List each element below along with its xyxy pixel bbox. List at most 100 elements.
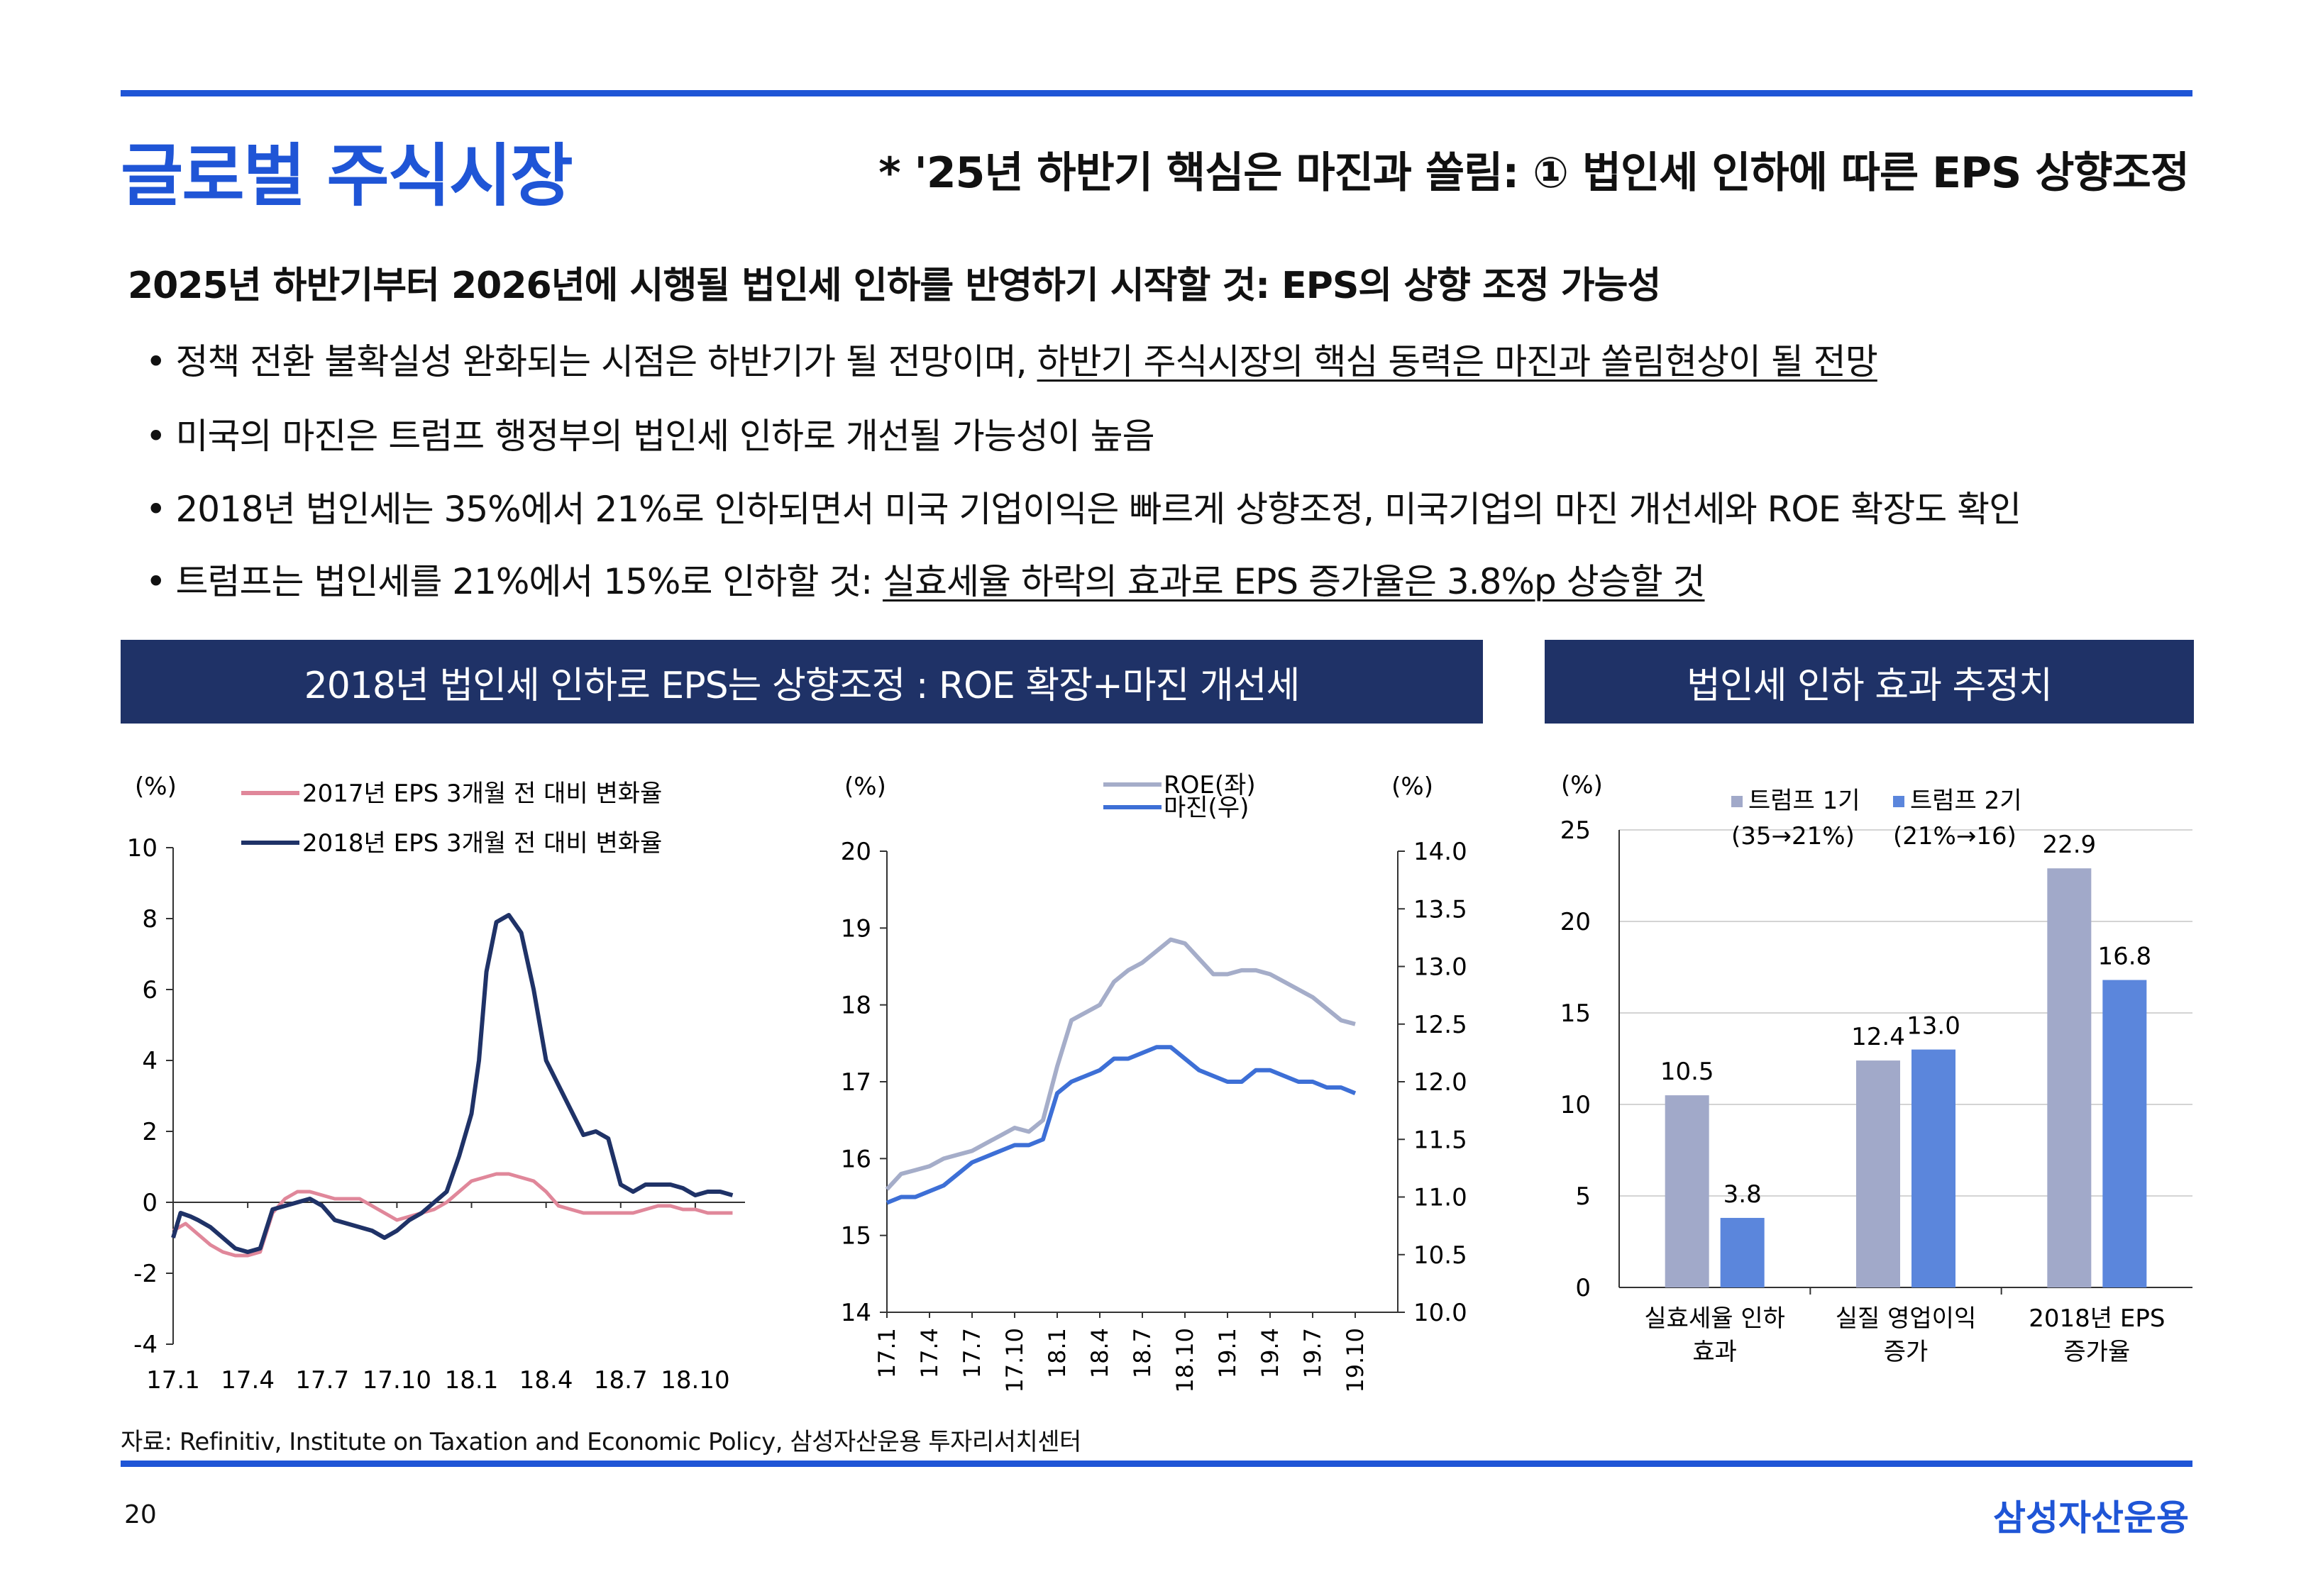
bar-value-label: 10.5 [1660, 1058, 1714, 1086]
y-tick-label-left: 20 [841, 838, 871, 866]
bullet-3: • 2018년 법인세는 35%에서 21%로 인하되면서 미국 기업이익은 빠르… [145, 489, 2022, 530]
y-tick-label-right: 11.5 [1413, 1126, 1467, 1154]
right-chart-banner: 법인세 인하 효과 추정치 [1545, 640, 2194, 724]
x-tick-label: 17.10 [363, 1366, 431, 1395]
bullet-1-text: 정책 전환 불확실성 완화되는 시점은 하반기가 될 전망이며, [175, 341, 1037, 382]
y-tick-label: 0 [1575, 1274, 1591, 1302]
x-tick-label: 18.7 [594, 1366, 648, 1395]
bar-value-label: 12.4 [1851, 1023, 1905, 1051]
page-subtitle: * '25년 하반기 핵심은 마진과 쏠림: ① 법인세 인하에 따른 EPS … [878, 148, 2190, 198]
series-line-2 [886, 1045, 1357, 1205]
series-line-1 [885, 937, 1356, 1191]
bar-value-label: 22.9 [2042, 831, 2096, 859]
y-tick-label: 8 [142, 905, 158, 933]
bullet-4: • 트럼프는 법인세를 21%에서 15%로 인하할 것: 실효세율 하락의 효과… [145, 561, 1706, 602]
bar-value-label: 13.0 [1907, 1012, 1960, 1041]
y-axis-unit-right: (%) [1391, 772, 1433, 801]
x-tick-label: 18.10 [1171, 1328, 1198, 1393]
y-tick-label-right: 12.5 [1413, 1011, 1467, 1039]
y-tick-label-left: 19 [841, 914, 871, 943]
x-tick-label: 17.1 [873, 1328, 900, 1378]
y-tick-label-right: 12.0 [1413, 1068, 1467, 1097]
legend-sub-2: (21%→16) [1893, 822, 2017, 850]
legend-label-2: 2018년 EPS 3개월 전 대비 변화율 [302, 829, 662, 858]
x-tick-label: 17.4 [916, 1328, 943, 1378]
y-tick-label: 10 [127, 834, 158, 863]
legend-sub-1: (35→21%) [1731, 822, 1855, 850]
bullet-1-underlined: 하반기 주식시장의 핵심 동력은 마진과 쏠림현상이 될 전망 [1037, 341, 1878, 382]
x-tick-label: 17.4 [221, 1366, 275, 1395]
y-axis-unit: (%) [135, 772, 177, 801]
category-label-line1: 실질 영업이익 [1836, 1304, 1977, 1333]
y-tick-label-left: 16 [841, 1145, 871, 1173]
bullet-2-text: 미국의 마진은 트럼프 행정부의 법인세 인하로 개선될 가능성이 높음 [175, 416, 1155, 457]
left-chart-banner: 2018년 법인세 인하로 EPS는 상향조정 : ROE 확장+마진 개선세 [121, 640, 1483, 724]
y-tick-label: 6 [142, 976, 158, 1004]
y-tick-label: 2 [142, 1118, 158, 1146]
category-label-line1: 실효세율 인하 [1644, 1304, 1785, 1333]
x-tick-label: 19.4 [1257, 1328, 1284, 1378]
y-tick-label-right: 11.0 [1413, 1184, 1467, 1212]
bullet-2: • 미국의 마진은 트럼프 행정부의 법인세 인하로 개선될 가능성이 높음 [145, 416, 1155, 457]
bullet-4-text: 트럼프는 법인세를 21%에서 15%로 인하할 것: [175, 561, 883, 602]
y-axis-unit: (%) [1561, 771, 1603, 799]
y-tick-label: 0 [142, 1189, 158, 1217]
bar-2-3 [2102, 980, 2147, 1287]
legend-label-1: 트럼프 1기 [1748, 787, 1860, 815]
x-tick-label: 18.4 [1086, 1328, 1113, 1378]
roe-margin-chart: (%) (%) 20 19 18 17 16 15 14 14.0 13.5 13.0 12.5 12.0… [841, 771, 1467, 1393]
legend-swatch-2 [1893, 796, 1904, 807]
y-tick-label: -2 [133, 1260, 158, 1288]
x-tick-label: 17.7 [295, 1366, 349, 1395]
bar-2-1 [1720, 1217, 1765, 1287]
y-tick-label: 25 [1560, 816, 1591, 845]
category-label-line2: 증가 [1884, 1338, 1929, 1366]
y-tick-label-right: 13.5 [1413, 895, 1467, 924]
y-tick-label-left: 15 [841, 1222, 871, 1251]
x-tick-label: 19.1 [1214, 1328, 1241, 1378]
y-tick-label-right: 13.0 [1413, 953, 1467, 982]
x-tick-label: 18.10 [661, 1366, 729, 1395]
source-note: 자료: Refinitiv, Institute on Taxation and… [121, 1428, 1081, 1456]
legend-swatch-1 [1731, 796, 1743, 807]
x-tick-label: 17.7 [959, 1328, 986, 1378]
x-tick-label: 19.10 [1342, 1328, 1369, 1393]
y-tick-label: 10 [1560, 1091, 1591, 1119]
category-label-line2: 증가율 [2063, 1338, 2130, 1366]
x-tick-label: 19.7 [1299, 1328, 1326, 1378]
legend-label-1: ROE(좌) [1164, 771, 1256, 799]
y-tick-label: 15 [1560, 999, 1591, 1028]
x-tick-label: 17.10 [1001, 1328, 1028, 1393]
x-tick-label: 17.1 [146, 1366, 200, 1395]
y-tick-label: 20 [1560, 908, 1591, 936]
bullet-1: • 정책 전환 불확실성 완화되는 시점은 하반기가 될 전망이며, 하반기 주식… [145, 341, 1878, 382]
page-title: 글로벌 주식시장 [121, 136, 573, 216]
y-tick-label: 4 [142, 1047, 158, 1075]
section-headline: 2025년 하반기부터 2026년에 시행될 법인세 인하를 반영하기 시작할 … [128, 265, 1661, 307]
eps-revision-chart: (%) 10 8 6 4 2 0 -2 -4 17.1 17.4 17.7 17.10 18.1 18.4 1… [127, 772, 745, 1395]
y-tick-label: -4 [133, 1331, 158, 1359]
y-tick-label-left: 18 [841, 992, 871, 1020]
bullet-3-text: 2018년 법인세는 35%에서 21%로 인하되면서 미국 기업이익은 빠르게… [175, 489, 2022, 530]
y-tick-label: 5 [1575, 1182, 1591, 1211]
x-tick-label: 18.1 [1044, 1328, 1071, 1378]
bar-2-2 [1911, 1049, 1955, 1287]
legend-label-2: 트럼프 2기 [1910, 787, 2022, 815]
bar-1-1 [1665, 1095, 1709, 1287]
series-line-2 [171, 913, 734, 1254]
brand-logo: 삼성자산운용 [1993, 1497, 2189, 1539]
category-label-line1: 2018년 EPS [2029, 1304, 2165, 1333]
y-axis-unit-left: (%) [844, 772, 886, 801]
y-tick-label-right: 10.0 [1413, 1299, 1467, 1327]
bar-value-label: 3.8 [1723, 1180, 1762, 1209]
bullet-4-underlined: 실효세율 하락의 효과로 EPS 증가율은 3.8%p 상승할 것 [882, 561, 1706, 602]
bottom-rule [121, 1461, 2192, 1467]
x-tick-label: 18.4 [519, 1366, 573, 1395]
y-tick-label-left: 17 [841, 1068, 871, 1097]
legend-label-2: 마진(우) [1164, 794, 1249, 822]
top-rule [121, 90, 2192, 96]
x-tick-label: 18.7 [1129, 1328, 1156, 1378]
y-tick-label-right: 10.5 [1413, 1241, 1467, 1270]
x-tick-label: 18.1 [445, 1366, 499, 1395]
